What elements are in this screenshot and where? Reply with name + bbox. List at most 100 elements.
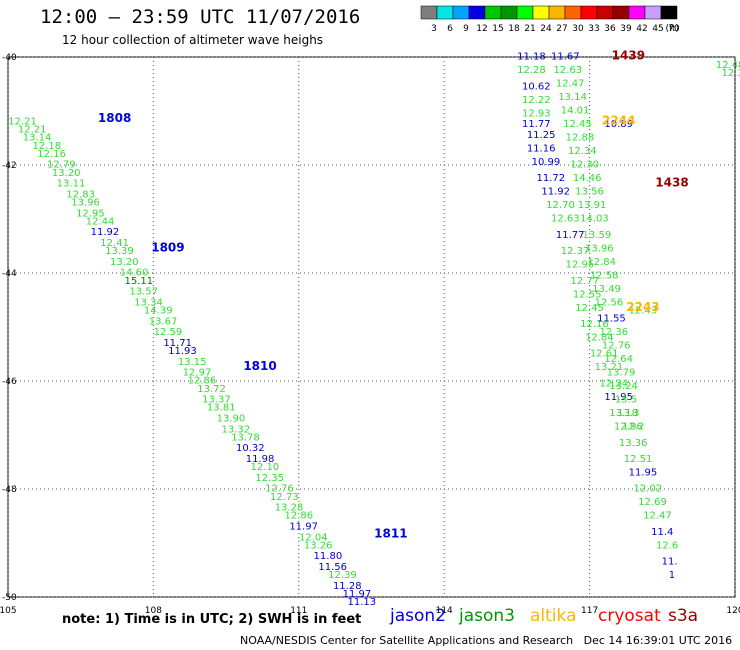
wave-height-point: 12.22: [522, 95, 551, 106]
plot-frame: [7, 56, 736, 598]
wave-height-point: 13.5: [615, 395, 637, 406]
wave-height-point: 12.86: [188, 376, 217, 387]
wave-height-point: 12.84: [587, 257, 616, 268]
wave-height-point: 11.95: [629, 468, 658, 479]
wave-height-point: 12.16: [37, 149, 66, 160]
note-text: note: 1) Time is in UTC; 2) SWH is in fe…: [62, 612, 362, 627]
wave-height-point: 13.78: [231, 432, 260, 443]
wave-height-point: 13.56: [575, 187, 604, 198]
x-tick-label: 111: [290, 606, 307, 616]
wave-height-point: 11.25: [527, 130, 556, 141]
wave-height-point: 12.2: [622, 422, 644, 433]
wave-height-point: 14.03: [580, 214, 609, 225]
wave-height-point: 12.96: [614, 422, 643, 433]
wave-height-point: 13.67: [149, 316, 178, 327]
wave-height-point: 11.56: [318, 562, 347, 573]
color-scale-legend: 3 6 9 12 15 18 21 24 27 30 33 36 39 42 45 70(ft): [420, 5, 680, 34]
scale-swatch: [532, 5, 550, 20]
scale-tick-label: 12: [476, 24, 487, 34]
wave-height-point: 11.13: [347, 597, 376, 608]
wave-height-point: 12.48: [716, 60, 740, 71]
scale-swatch: [564, 5, 582, 20]
wave-height-point: 13.15: [178, 357, 207, 368]
wave-height-point: 13.18: [609, 408, 638, 419]
wave-height-point: 12.63: [551, 214, 580, 225]
pass-labels: 1808 1809 1810 1811 1439 1438 2244 2243: [98, 49, 689, 541]
scale-tick-label: 39: [620, 24, 632, 34]
wave-height-point: 12.59: [154, 327, 183, 338]
wave-height-point: 12.95: [566, 260, 595, 271]
wave-height-point: 13.79: [607, 368, 636, 379]
wave-height-point: 12.84: [585, 333, 614, 344]
wave-height-point: 13.96: [585, 243, 614, 254]
wave-height-point: 12.58: [590, 270, 619, 281]
wave-height-point: 12.88: [566, 133, 595, 144]
wave-height-point: 12.3: [721, 68, 740, 79]
scale-swatch: [500, 5, 518, 20]
legend-entry-jason2: jason2: [390, 606, 446, 626]
pass-number-label: 1439: [612, 49, 645, 63]
wave-height-point: 12.56: [595, 297, 624, 308]
wave-height-point: 12.34: [568, 146, 597, 157]
wave-height-point: 14.39: [144, 306, 173, 317]
wave-height-point: 11.92: [91, 227, 120, 238]
scale-unit-label: (ft): [665, 24, 679, 34]
wave-height-point: 13.72: [197, 384, 226, 395]
chart-subtitle: 12 hour collection of altimeter wave hei…: [62, 33, 324, 47]
pass-number-label: 1438: [655, 176, 688, 190]
scale-tick-label: 21: [524, 24, 535, 34]
scale-swatch: [516, 5, 534, 20]
legend-entry-altika: altika: [530, 606, 577, 626]
wave-height-point: 13.90: [217, 414, 246, 425]
wave-height-point: 13.39: [105, 246, 134, 257]
wave-height-point: 12.55: [573, 289, 602, 300]
wave-height-point: 12.45: [575, 303, 604, 314]
wave-height-point: 13.36: [619, 438, 648, 449]
scale-tick-label: 30: [572, 24, 584, 34]
wave-height-point: 13.20: [52, 168, 81, 179]
wave-height-point: 13.21: [595, 362, 624, 373]
x-tick-label: 108: [145, 606, 162, 616]
scale-swatch: [436, 5, 454, 20]
scale-tick-label: 27: [556, 24, 567, 34]
wave-height-point: 13.57: [129, 287, 158, 298]
wave-height-point: 13.34: [134, 297, 163, 308]
wave-height-point: 13.59: [583, 230, 612, 241]
x-tick-label: 117: [581, 606, 598, 616]
wave-height-point: 12.73: [270, 492, 299, 503]
wave-height-point: 12.21: [18, 125, 47, 136]
wave-height-point: 13.20: [110, 257, 139, 268]
wave-height-point: 13.26: [304, 540, 333, 551]
wave-height-point: 12.6: [656, 540, 678, 551]
wave-height-point: 13.24: [609, 381, 638, 392]
wave-height-point: 13.14: [558, 92, 587, 103]
scale-swatch: [580, 5, 598, 20]
scale-tick-label: 36: [604, 24, 616, 34]
wave-height-point: 13.32: [221, 424, 250, 435]
wave-height-point: 12.18: [32, 141, 61, 152]
y-tick-label: -46: [2, 377, 17, 387]
wave-height-point: 13.3: [617, 408, 639, 419]
wave-height-point: 13.49: [592, 284, 621, 295]
wave-height-point: 15.11: [125, 276, 154, 287]
wave-height-point: 12.04: [299, 532, 328, 543]
wave-height-point: 1: [669, 570, 675, 581]
axis-ticks: 105 108 111 114 117 120 -40 -42 -44 -46 -48 -50: [0, 53, 740, 616]
wave-height-point: 14.01: [561, 106, 590, 117]
scale-swatch: [644, 5, 662, 20]
wave-height-point: 13.28: [275, 503, 304, 514]
scale-tick-label: 42: [636, 24, 647, 34]
scale-swatch: [660, 5, 678, 20]
y-tick-label: -44: [2, 269, 17, 279]
wave-height-point: 12.76: [265, 484, 294, 495]
y-tick-label: -40: [2, 53, 17, 63]
x-tick-label: 120: [726, 606, 740, 616]
wave-height-point: 12.24: [600, 378, 629, 389]
wave-height-point: 11.71: [163, 338, 192, 349]
scale-tick-label: 3: [431, 24, 437, 34]
data-points: 12.2112.2113.1412.1812.1612.7913.2013.11…: [8, 52, 740, 608]
wave-height-point: 12.36: [600, 327, 629, 338]
scale-swatch: [628, 5, 646, 20]
wave-height-point: 12.39: [328, 570, 357, 581]
wave-height-point: 12.47: [556, 79, 585, 90]
